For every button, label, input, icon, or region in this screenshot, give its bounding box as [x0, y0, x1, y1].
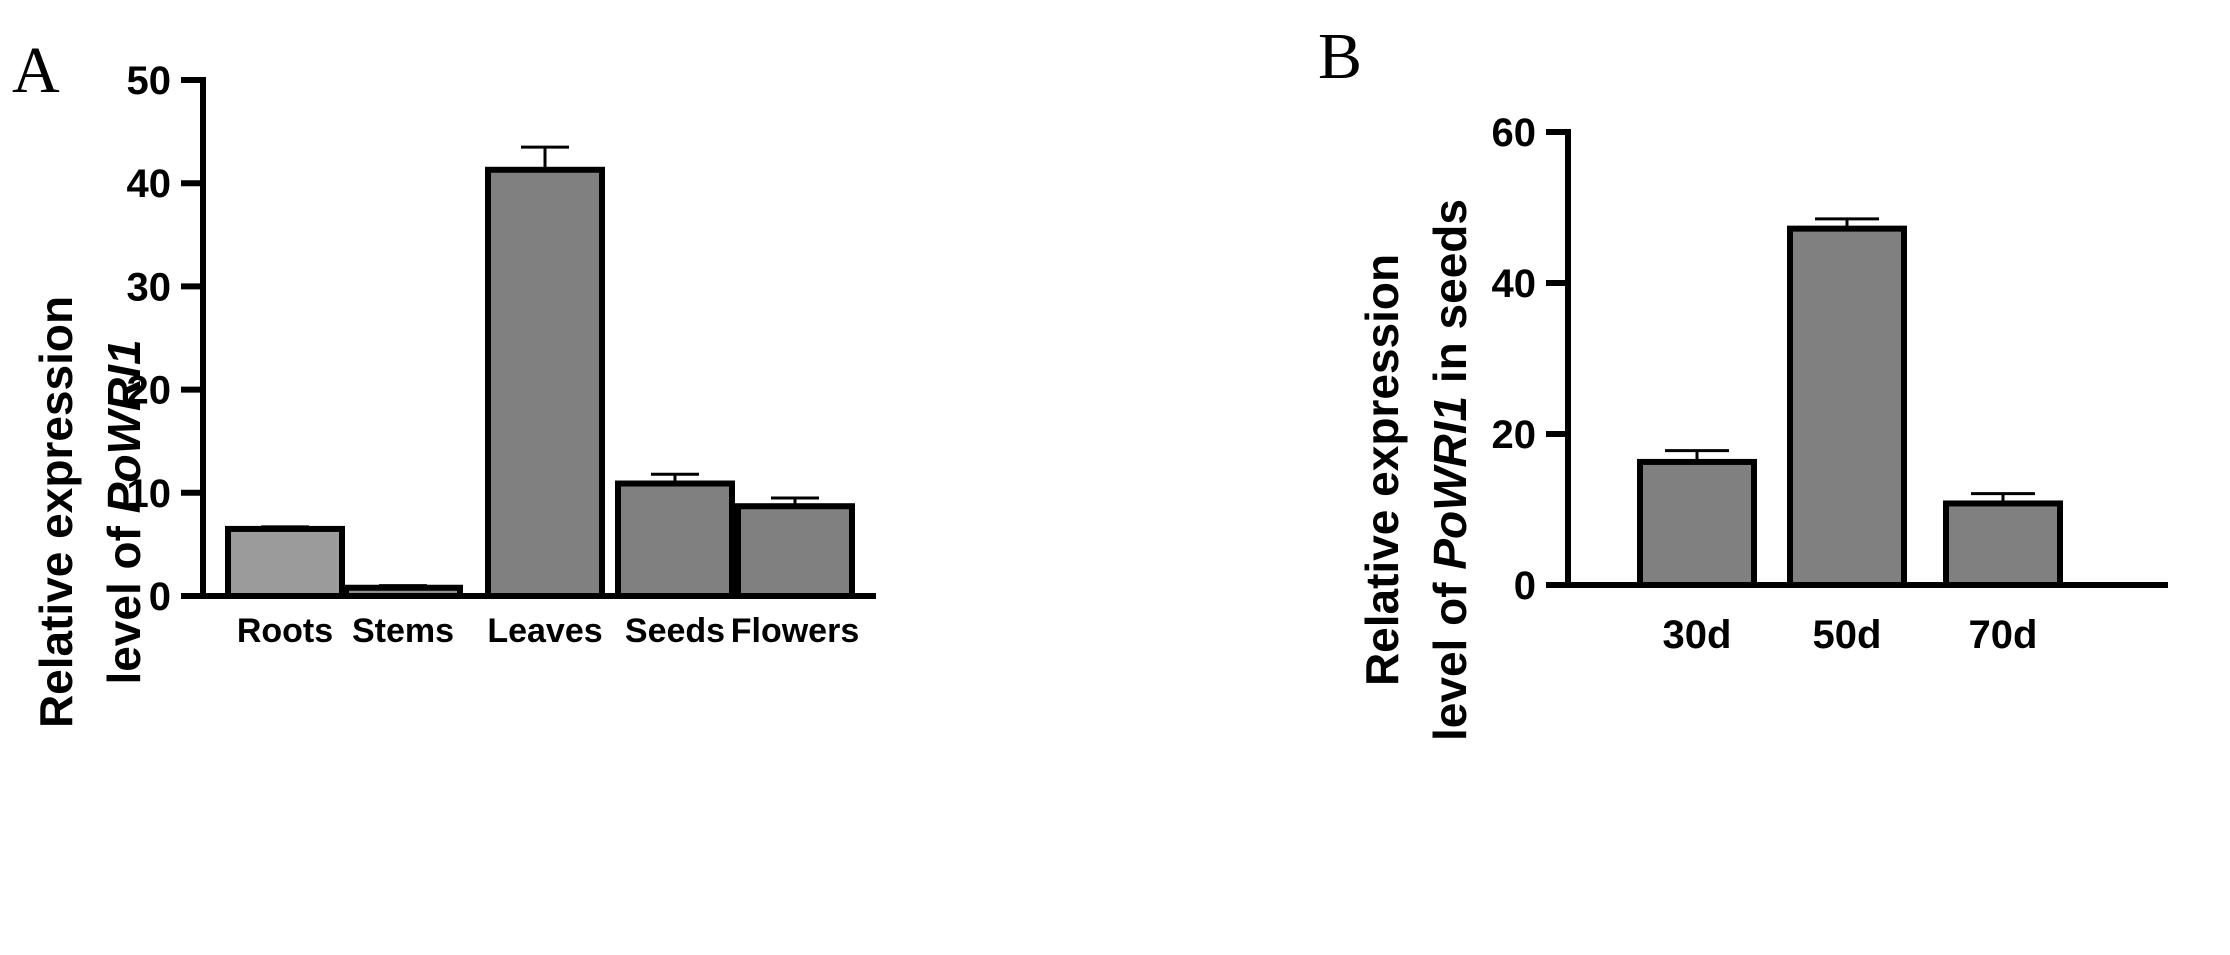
panel-a-chart: A Relative expression level of PoWRI1 0 1…	[12, 34, 876, 728]
panel-b-ylabel-line2: level of PoWRI1 in seeds	[1424, 199, 1476, 741]
panel-a-y-tick-label: 50	[127, 59, 172, 103]
panel-b-bar-70d	[1943, 500, 2063, 588]
panel-b-category-label: 70d	[1969, 613, 2038, 657]
panel-a-bar-seeds	[615, 480, 735, 599]
panel-a-bar-flowers	[735, 503, 855, 599]
panel-a-y-tick-label: 30	[127, 265, 172, 309]
panel-b-letter: B	[1318, 20, 1362, 93]
panel-a-letter: A	[12, 34, 60, 107]
panel-a-y-tick-label: 10	[127, 472, 172, 516]
panel-b-y-tick-label: 20	[1492, 413, 1537, 457]
panel-b-ylabel-prefix: level of	[1424, 570, 1476, 741]
panel-b-category-label: 30d	[1663, 613, 1732, 657]
panel-a-ylabel-prefix: level of	[98, 513, 150, 684]
panel-b-y-tick-label: 0	[1514, 564, 1536, 608]
panel-a-category-label: Leaves	[487, 612, 602, 650]
panel-a-bar-roots	[225, 525, 345, 599]
panel-b-y-tick-label: 40	[1492, 262, 1537, 306]
panel-b-bars: 30d 50d 70d	[1637, 217, 2063, 657]
panel-a-y-tick-label: 0	[149, 575, 171, 619]
panel-a-ylabel-line2: level of PoWRI1	[98, 339, 150, 684]
panel-a-category-label: Roots	[237, 612, 333, 650]
panel-a-category-label: Stems	[352, 612, 454, 650]
panel-a-ylabel-gene: PoWRI1	[98, 339, 150, 513]
panel-b-y-tick-label: 60	[1492, 111, 1537, 155]
panel-a-category-label: Flowers	[731, 612, 859, 650]
panel-b-category-label: 50d	[1813, 613, 1882, 657]
panel-a-bar-stems	[343, 584, 463, 600]
panel-a-axes: 0 10 20 30 40 50	[127, 59, 876, 619]
panel-a-y-tick-label: 40	[127, 162, 172, 206]
panel-a-bar-leaves	[485, 166, 605, 599]
panel-b-ylabel-gene: PoWRI1	[1424, 396, 1476, 570]
panel-b-bar-50d	[1787, 225, 1907, 588]
panel-a-ylabel-line1: Relative expression	[30, 296, 82, 728]
panel-a-y-tick-label: 20	[127, 369, 172, 413]
panel-a-bars: Roots Stems Leaves Seeds Flowers	[225, 145, 859, 650]
panel-b-ylabel-line1: Relative expression	[1356, 254, 1408, 686]
panel-a-category-label: Seeds	[625, 612, 725, 650]
panel-b-bar-30d	[1637, 458, 1757, 588]
panel-b-chart: B Relative expression level of PoWRI1 in…	[1318, 20, 2168, 741]
panel-b-ylabel-suffix: in seeds	[1424, 199, 1476, 396]
